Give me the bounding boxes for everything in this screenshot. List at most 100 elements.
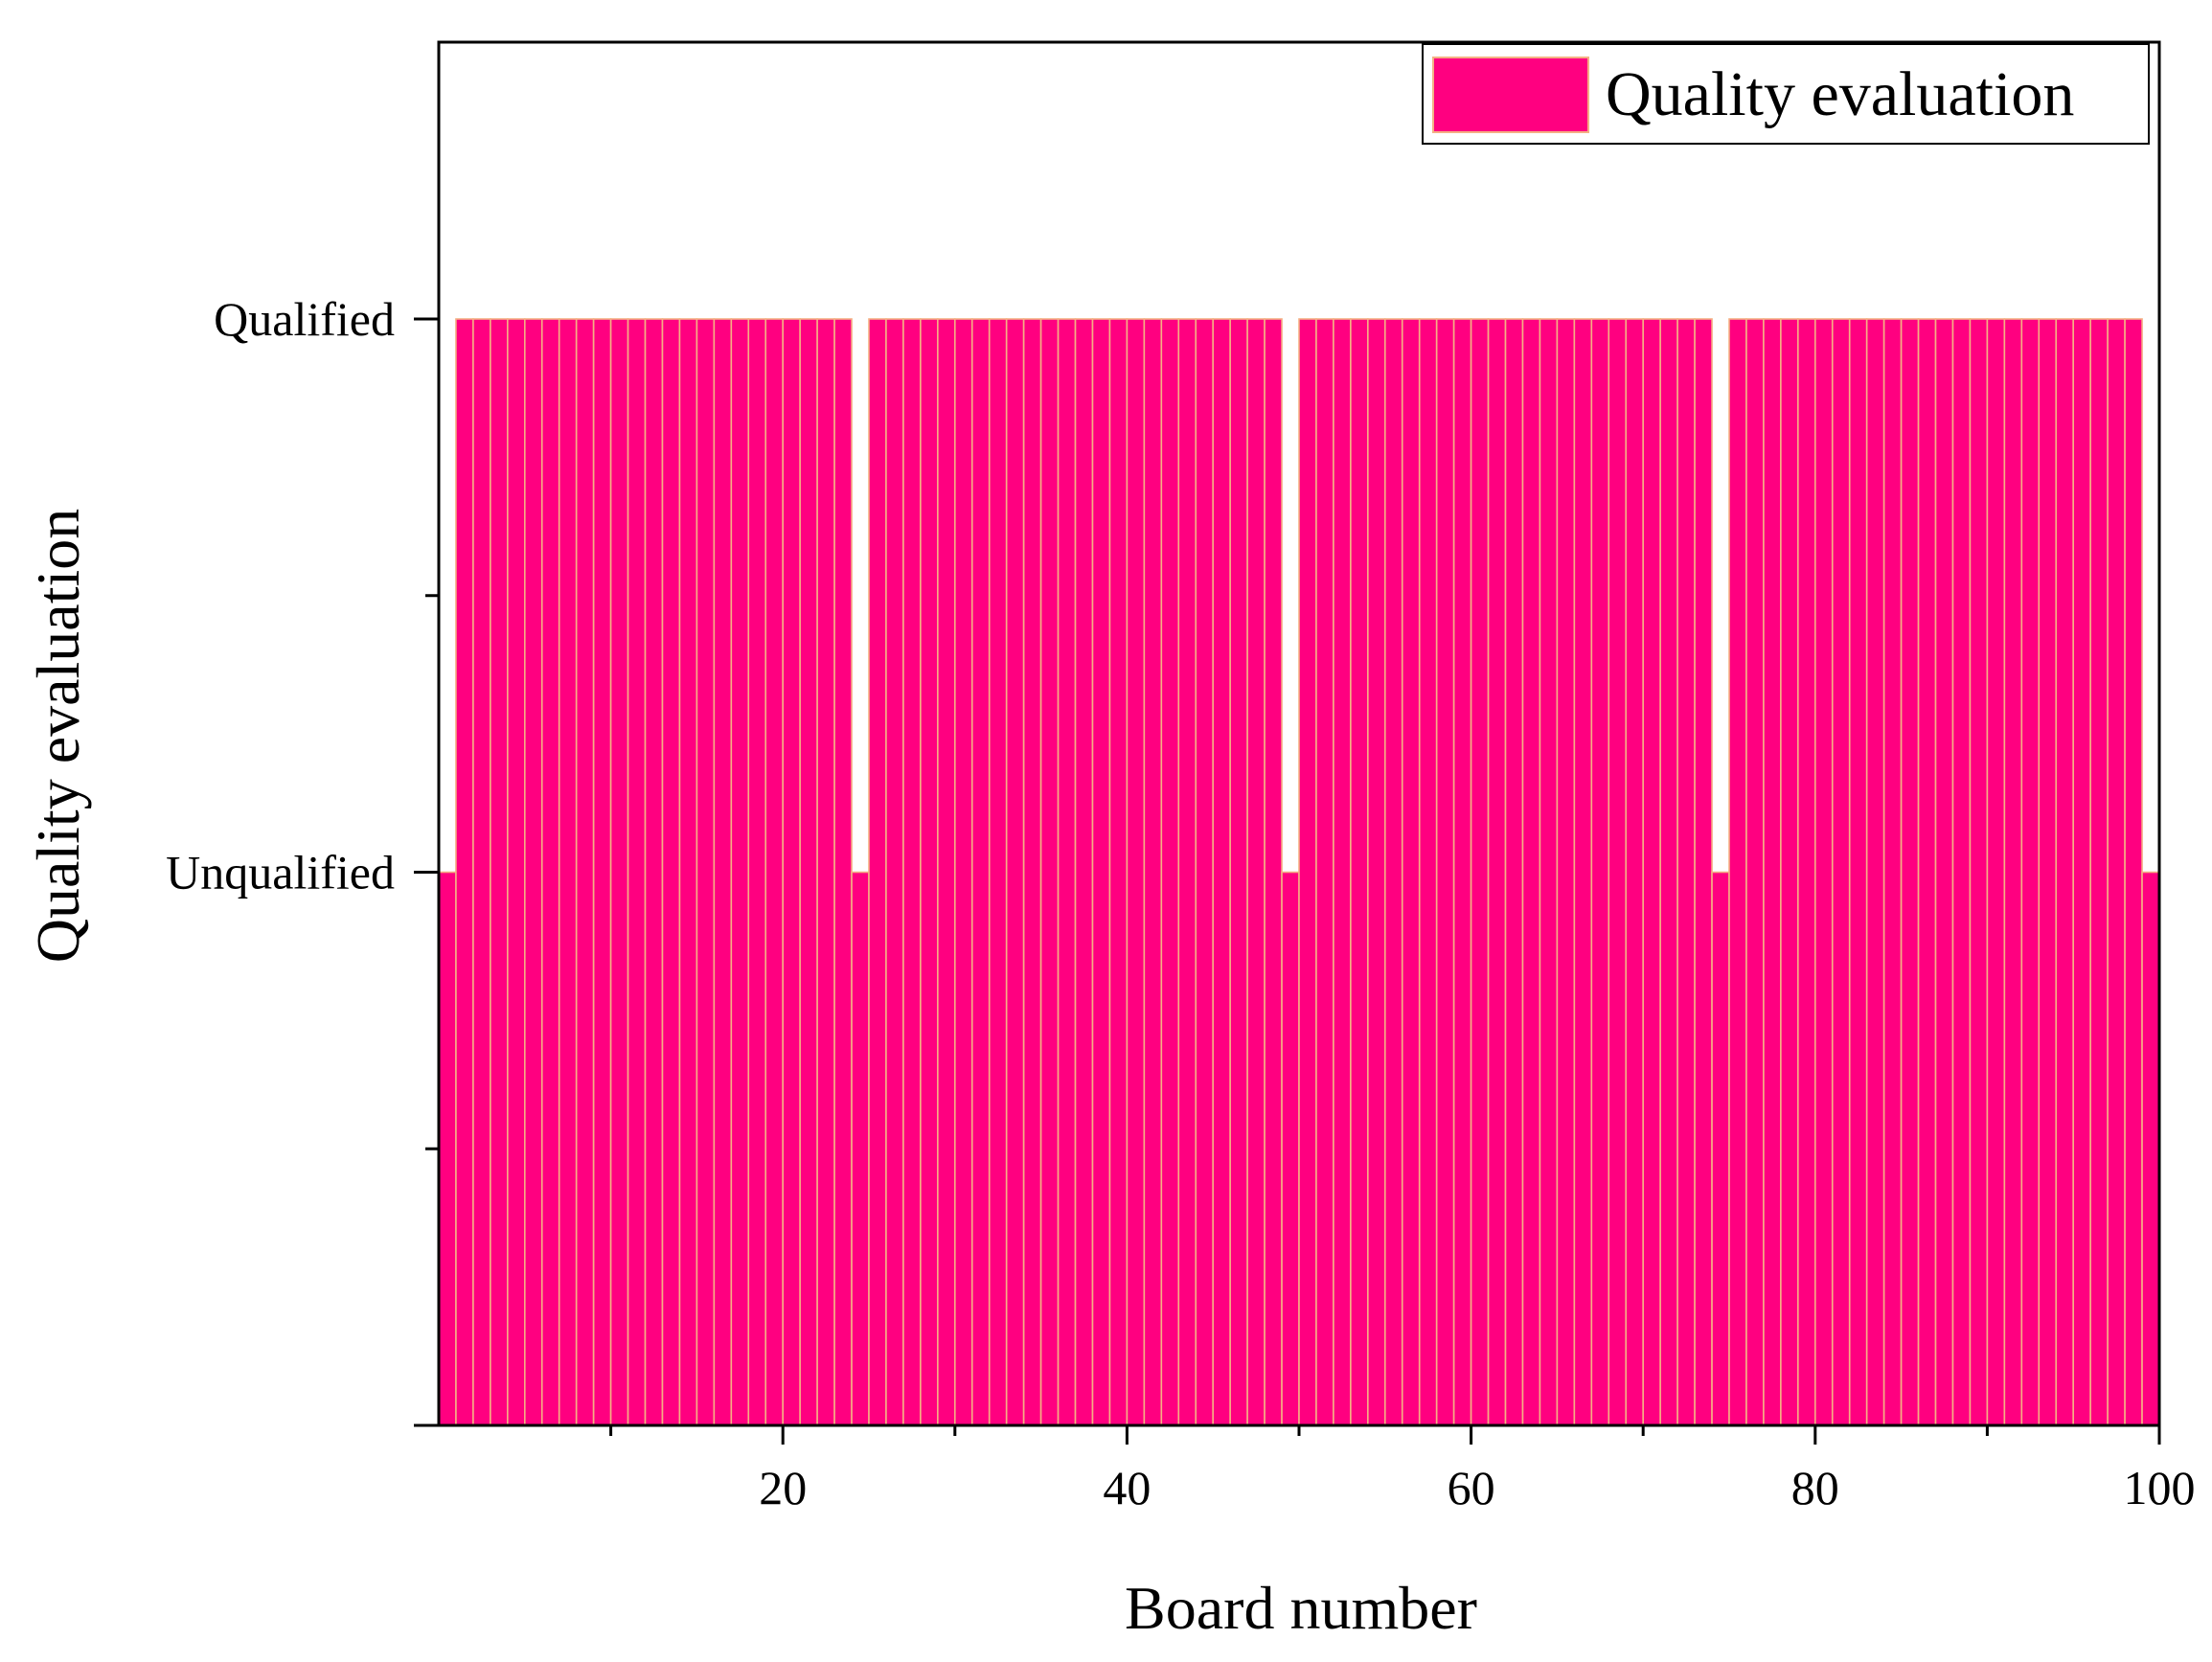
- bar-board-91: [1986, 318, 2006, 1426]
- bar-board-57: [1401, 318, 1421, 1426]
- axes-group: 20 40 60 80 100 Unqualified Qualified: [166, 40, 2196, 1514]
- bar-board-23: [816, 318, 835, 1426]
- bars-group: [438, 318, 2160, 1426]
- x-tick-label-20: 20: [759, 1461, 807, 1514]
- bar-board-80: [1797, 318, 1816, 1426]
- bar-board-30: [937, 318, 956, 1426]
- bar-board-4: [490, 318, 509, 1426]
- bar-board-82: [1831, 318, 1851, 1426]
- bar-board-43: [1160, 318, 1180, 1426]
- bar-board-40: [1108, 318, 1129, 1426]
- bar-board-67: [1573, 318, 1593, 1426]
- bar-board-83: [1848, 318, 1868, 1426]
- bar-board-34: [1005, 318, 1025, 1426]
- x-tick-label-40: 40: [1103, 1461, 1151, 1514]
- bar-board-1: [438, 871, 457, 1426]
- bar-board-31: [953, 318, 973, 1426]
- bar-board-52: [1315, 318, 1334, 1426]
- bar-board-87: [1917, 318, 1937, 1426]
- bar-board-20: [764, 318, 784, 1426]
- bar-board-61: [1470, 318, 1490, 1426]
- bar-board-28: [902, 318, 922, 1426]
- bar-board-35: [1022, 318, 1042, 1426]
- bar-board-14: [661, 318, 681, 1426]
- bar-board-64: [1521, 318, 1541, 1426]
- bar-board-69: [1608, 318, 1628, 1426]
- bar-board-81: [1814, 318, 1834, 1426]
- bar-board-48: [1246, 318, 1266, 1426]
- y-axis-title: Quality evaluation: [24, 509, 92, 964]
- bar-board-88: [1934, 318, 1954, 1426]
- bar-board-33: [988, 318, 1008, 1426]
- bar-board-24: [833, 318, 853, 1426]
- bar-board-12: [627, 318, 647, 1426]
- bar-board-50: [1281, 871, 1300, 1426]
- x-tick-label-100: 100: [2124, 1461, 2196, 1514]
- bar-board-73: [1676, 318, 1696, 1426]
- bar-board-42: [1143, 318, 1163, 1426]
- bar-board-86: [1900, 318, 1920, 1426]
- bar-board-25: [851, 871, 870, 1426]
- legend-label: Quality evaluation: [1606, 59, 2074, 129]
- bar-board-49: [1264, 318, 1283, 1426]
- bar-board-60: [1452, 318, 1472, 1426]
- bar-board-3: [472, 318, 491, 1426]
- bar-board-74: [1694, 318, 1713, 1426]
- bar-board-38: [1074, 318, 1094, 1426]
- bar-board-78: [1763, 318, 1782, 1426]
- bar-board-39: [1091, 318, 1111, 1426]
- y-tick-label-qualified: Qualified: [214, 292, 395, 346]
- bar-board-9: [575, 318, 595, 1426]
- bar-board-47: [1229, 318, 1248, 1426]
- bar-board-68: [1590, 318, 1610, 1426]
- bar-board-16: [696, 318, 716, 1426]
- bar-board-41: [1126, 318, 1146, 1426]
- bar-board-85: [1882, 318, 1903, 1426]
- bar-board-6: [523, 318, 543, 1426]
- bar-board-17: [713, 318, 733, 1426]
- bar-board-11: [609, 318, 629, 1426]
- x-tick-label-60: 60: [1448, 1461, 1495, 1514]
- legend-swatch: [1432, 57, 1589, 133]
- bar-board-21: [782, 318, 801, 1426]
- bar-board-76: [1728, 318, 1747, 1426]
- bar-board-19: [747, 318, 767, 1426]
- bar-board-100: [2141, 871, 2160, 1426]
- bar-board-70: [1625, 318, 1644, 1426]
- bar-board-56: [1384, 318, 1403, 1426]
- legend: Quality evaluation: [1422, 43, 2150, 145]
- bar-board-79: [1780, 318, 1799, 1426]
- bar-board-7: [540, 318, 560, 1426]
- bar-board-93: [2020, 318, 2041, 1426]
- bar-board-36: [1039, 318, 1060, 1426]
- bar-board-10: [592, 318, 612, 1426]
- bar-board-99: [2124, 318, 2143, 1426]
- bar-board-77: [1745, 318, 1765, 1426]
- bar-board-90: [1969, 318, 1989, 1426]
- bar-board-95: [2055, 318, 2074, 1426]
- bar-board-18: [730, 318, 750, 1426]
- bar-board-44: [1177, 318, 1197, 1426]
- x-tick-label-80: 80: [1791, 1461, 1839, 1514]
- bar-board-5: [507, 318, 526, 1426]
- bar-board-55: [1367, 318, 1386, 1426]
- bar-board-45: [1195, 318, 1214, 1426]
- bar-board-46: [1212, 318, 1231, 1426]
- y-tick-label-unqualified: Unqualified: [166, 846, 395, 899]
- bar-board-2: [455, 318, 474, 1426]
- bar-board-89: [1951, 318, 1972, 1426]
- bar-board-58: [1418, 318, 1438, 1426]
- bar-board-26: [868, 318, 887, 1426]
- bar-board-13: [644, 318, 664, 1426]
- bar-board-29: [920, 318, 939, 1426]
- bar-board-15: [678, 318, 698, 1426]
- bar-board-22: [799, 318, 818, 1426]
- bar-board-65: [1539, 318, 1559, 1426]
- bar-board-66: [1556, 318, 1576, 1426]
- bar-board-72: [1659, 318, 1678, 1426]
- bar-board-96: [2072, 318, 2091, 1426]
- bar-board-51: [1298, 318, 1317, 1426]
- bar-board-32: [970, 318, 991, 1426]
- bar-board-27: [885, 318, 904, 1426]
- bar-board-63: [1504, 318, 1524, 1426]
